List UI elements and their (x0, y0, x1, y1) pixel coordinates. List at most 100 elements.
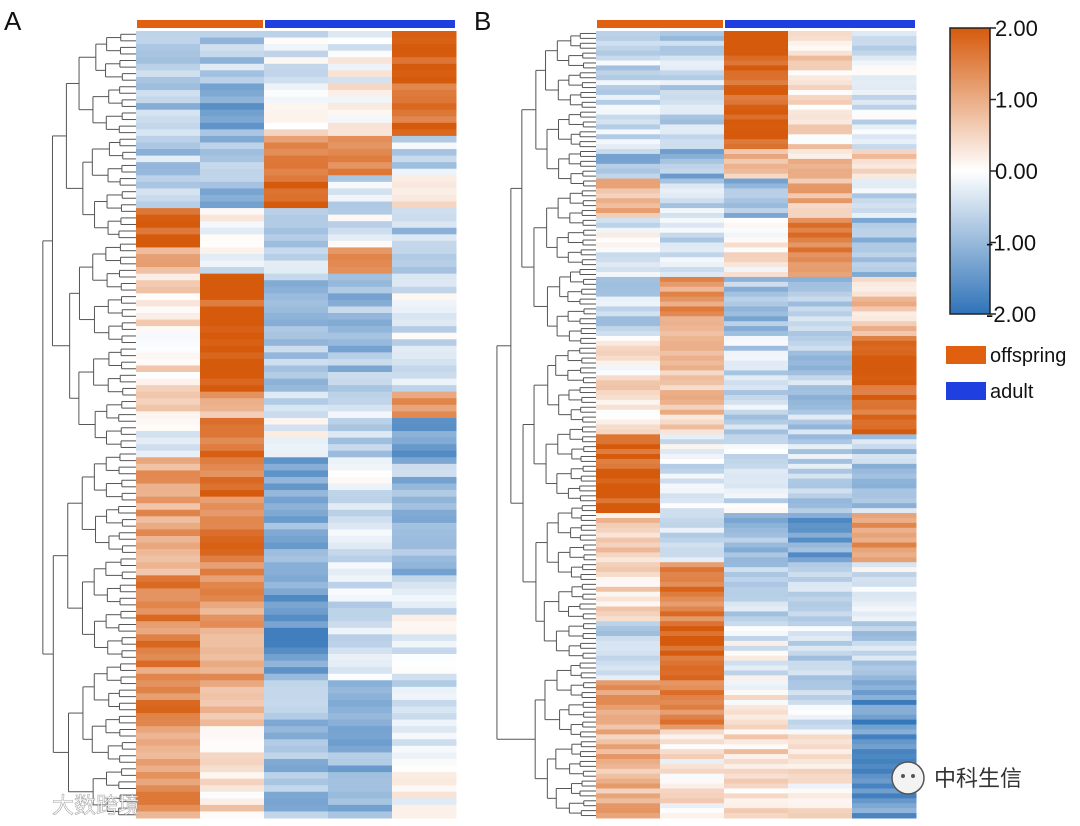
heatmap-cell (724, 242, 789, 248)
heatmap-cell (660, 414, 725, 421)
heatmap-cell (264, 542, 329, 550)
heatmap-cell (264, 365, 329, 373)
heatmap-cell (136, 352, 201, 360)
heatmap-cell (660, 99, 725, 106)
heatmap-cell (392, 221, 457, 229)
heatmap-cell (136, 640, 201, 648)
heatmap-cell (724, 444, 789, 450)
heatmap-cell (264, 529, 329, 537)
heatmap-cell (596, 350, 661, 357)
heatmap-cell (328, 647, 393, 655)
heatmap-cell (852, 360, 917, 366)
heatmap-cell (852, 783, 917, 789)
heatmap-cell (136, 57, 201, 65)
heatmap-cell (328, 627, 393, 635)
heatmap-cell (200, 313, 265, 321)
heatmap-cell (660, 650, 725, 657)
heatmap-cell (660, 547, 725, 553)
heatmap-cell (788, 252, 853, 258)
heatmap-cell (596, 813, 661, 819)
heatmap-cell (136, 63, 201, 71)
heatmap-cell (596, 596, 661, 603)
heatmap-cell (392, 122, 457, 130)
heatmap-cell (392, 188, 457, 196)
group-legend: offspring adult (946, 345, 1066, 403)
heatmap-cell (200, 109, 265, 117)
heatmap-cell (264, 811, 329, 819)
heatmap-cell (392, 516, 457, 524)
heatmap-cell (852, 104, 917, 111)
heatmap-cell (392, 57, 457, 65)
heatmap-cell (264, 385, 329, 393)
heatmap-cell (392, 568, 457, 576)
heatmap-cell (724, 542, 789, 548)
heatmap-cell (660, 439, 725, 445)
heatmap-cell (660, 527, 725, 534)
heatmap-cell (264, 155, 329, 163)
heatmap-cell (328, 732, 393, 740)
heatmap-cell (852, 542, 917, 548)
heatmap-cell (328, 404, 393, 412)
heatmap-cell (596, 80, 661, 86)
heatmap-cell (852, 655, 917, 662)
heatmap-cell (596, 808, 661, 814)
heatmap-cell (852, 798, 917, 804)
heatmap-cell (660, 557, 725, 563)
heatmap-cell (660, 65, 725, 71)
heatmap-cell (136, 686, 201, 694)
heatmap-cell (328, 175, 393, 183)
heatmap-cell (328, 476, 393, 485)
heatmap-cell (660, 144, 725, 150)
heatmap-cell (660, 104, 725, 111)
heatmap-cell (660, 665, 725, 671)
heatmap-cell (596, 45, 661, 52)
heatmap-cell (852, 153, 917, 160)
heatmap-cell (264, 804, 329, 812)
heatmap-cell (392, 175, 457, 183)
heatmap-cell (200, 595, 265, 603)
heatmap-cell (660, 70, 725, 76)
heatmap-cell (328, 811, 393, 819)
heatmap-cell (788, 129, 853, 135)
heatmap-cell (392, 247, 457, 255)
heatmap-cell (724, 591, 789, 598)
heatmap-cell (136, 319, 201, 327)
heatmap-cell (788, 345, 853, 352)
heatmap-cell (852, 537, 917, 544)
heatmap-cell (852, 616, 917, 622)
heatmap-cell (724, 301, 789, 307)
heatmap-cell (328, 549, 393, 557)
heatmap-cell (724, 567, 789, 573)
heatmap-cell (660, 272, 725, 278)
heatmap-cell (660, 321, 725, 327)
heatmap-cell (264, 719, 329, 727)
heatmap-cell (264, 614, 329, 622)
heatmap-cell (596, 345, 661, 352)
heatmap-cell (596, 463, 661, 470)
heatmap-cell (392, 490, 457, 498)
heatmap-cell (200, 345, 265, 353)
heatmap-cell (660, 778, 725, 785)
heatmap-cell (724, 267, 789, 273)
heatmap-cell (852, 404, 917, 411)
heatmap-cell (852, 562, 917, 568)
heatmap-cell (596, 409, 661, 416)
heatmap-cell (596, 124, 661, 130)
heatmap-cell (328, 411, 393, 419)
heatmap-cell (788, 60, 853, 66)
heatmap-cell (392, 313, 457, 321)
heatmap-cell (136, 693, 201, 701)
heatmap-cell (392, 286, 457, 294)
heatmap-cell (788, 109, 853, 116)
heatmap-cell (264, 234, 329, 242)
heatmap-cell (788, 114, 853, 121)
heatmap-cell (200, 293, 265, 301)
heatmap-cell (596, 178, 661, 184)
heatmap-cell (660, 611, 725, 617)
heatmap-cell (136, 457, 201, 465)
heatmap-cell (200, 221, 265, 229)
heatmap-cell (724, 114, 789, 121)
heatmap-cell (660, 134, 725, 140)
heatmap-cell (136, 214, 201, 222)
